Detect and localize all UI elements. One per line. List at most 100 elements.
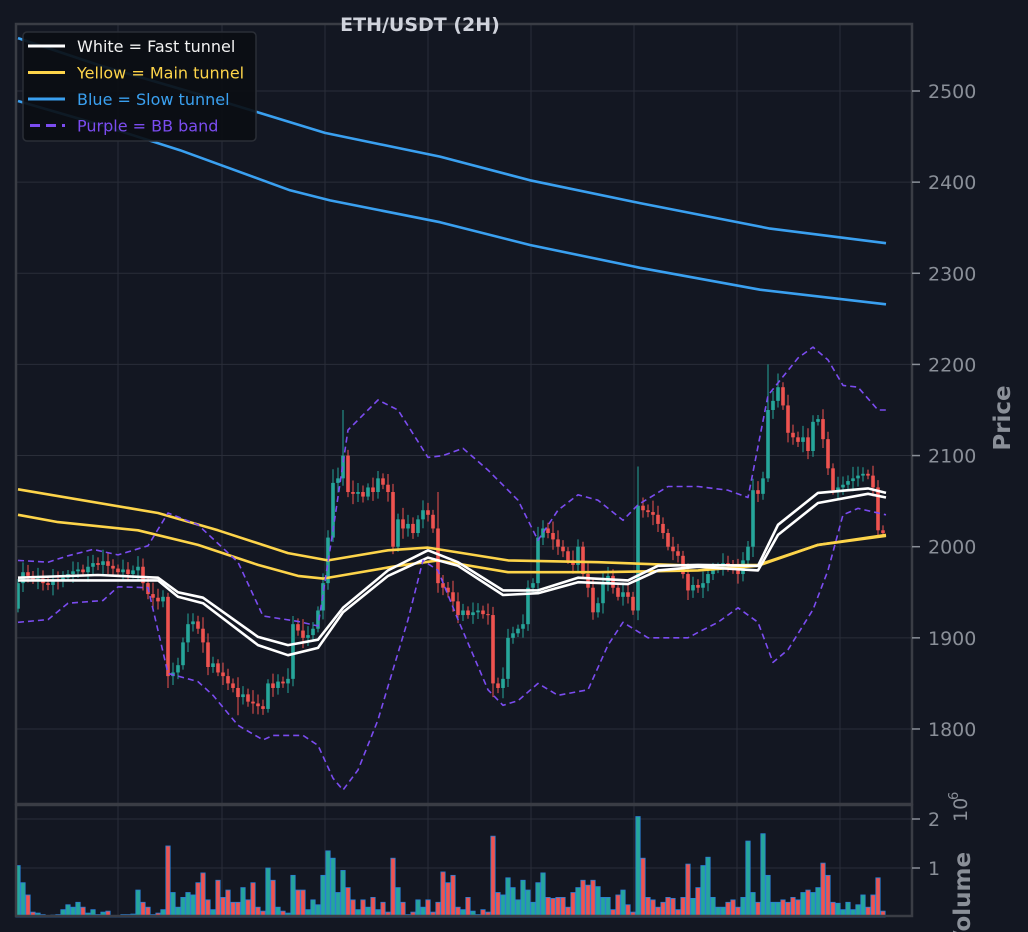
candle xyxy=(376,470,380,499)
volume-bar xyxy=(465,897,471,918)
volume-bar xyxy=(645,897,651,918)
candle xyxy=(751,478,755,558)
volume-bar xyxy=(195,882,201,918)
candle-body xyxy=(276,681,280,688)
volume-bar xyxy=(580,879,586,918)
candle-body xyxy=(621,592,625,597)
price-tick-label: 2500 xyxy=(928,81,976,103)
volume-bar xyxy=(690,897,696,918)
candle-body xyxy=(291,624,295,679)
legend-label: Purple = BB band xyxy=(77,117,218,136)
volume-bar xyxy=(300,889,306,918)
volume-bar xyxy=(540,872,546,918)
candle xyxy=(521,614,525,638)
candle xyxy=(356,482,360,502)
volume-bar xyxy=(250,882,256,918)
volume-bar xyxy=(310,899,316,918)
volume-bar xyxy=(615,894,621,918)
candle xyxy=(441,574,445,596)
candle xyxy=(366,483,370,501)
candle xyxy=(826,431,830,475)
candle-body xyxy=(181,642,185,666)
candle xyxy=(661,517,665,539)
candle-body xyxy=(666,533,670,547)
candle-body xyxy=(151,594,155,598)
candle-body xyxy=(96,563,100,565)
candle-body xyxy=(841,484,845,488)
candle xyxy=(666,528,670,551)
candle xyxy=(361,485,365,503)
candle xyxy=(621,582,625,606)
candle xyxy=(491,606,495,698)
candle xyxy=(761,471,765,500)
candle-body xyxy=(521,624,525,629)
candle-body xyxy=(671,546,675,552)
candle xyxy=(591,579,595,620)
volume-bar xyxy=(595,886,601,918)
candle-body xyxy=(176,665,180,673)
candle-body xyxy=(416,519,420,534)
candle-body xyxy=(626,592,630,597)
candle xyxy=(276,674,280,695)
candle-body xyxy=(156,597,160,602)
candle-body xyxy=(541,528,545,538)
candle-body xyxy=(481,610,485,615)
price-tick-label: 1800 xyxy=(928,719,976,741)
candle-body xyxy=(201,628,205,643)
candle xyxy=(181,637,185,670)
candle xyxy=(651,500,655,526)
candle xyxy=(271,673,275,697)
candle-body xyxy=(546,528,550,534)
candle-body xyxy=(486,614,490,616)
candle-body xyxy=(191,621,195,625)
volume-bar xyxy=(340,870,346,918)
candle-body xyxy=(271,683,275,688)
candle xyxy=(206,633,210,676)
candle xyxy=(201,617,205,653)
candle-body xyxy=(431,514,435,529)
candle xyxy=(471,602,475,624)
candle xyxy=(236,677,240,716)
price-tick-label: 2300 xyxy=(928,263,976,285)
candle-body xyxy=(91,563,95,567)
volume-offset-exponent: 6 xyxy=(947,792,962,800)
volume-bar xyxy=(560,897,566,918)
candle-body xyxy=(811,421,815,452)
candle xyxy=(576,539,580,572)
candle-body xyxy=(441,583,445,588)
candle-body xyxy=(256,703,260,707)
candle-body xyxy=(636,505,640,611)
volume-bar xyxy=(520,879,526,918)
candle xyxy=(151,582,155,609)
candle xyxy=(346,449,350,498)
candle xyxy=(756,481,760,502)
volume-bar xyxy=(585,884,591,918)
volume-bar xyxy=(760,833,766,918)
candle-body xyxy=(756,490,760,494)
candle-body xyxy=(601,583,605,604)
candle-body xyxy=(651,512,655,515)
volume-offset-base: 10 xyxy=(950,798,972,822)
volume-bar xyxy=(555,897,561,918)
candle-body xyxy=(686,574,690,591)
candle xyxy=(791,424,795,445)
volume-bar xyxy=(765,874,771,918)
candle xyxy=(266,679,270,713)
candle-body xyxy=(866,473,870,476)
legend-label: White = Fast tunnel xyxy=(77,37,235,56)
volume-bar xyxy=(335,892,341,918)
candle xyxy=(316,606,320,633)
candle-body xyxy=(566,551,570,561)
candle-body xyxy=(596,603,600,613)
candle-body xyxy=(766,409,770,479)
candle xyxy=(676,543,680,563)
candle xyxy=(226,668,230,691)
volume-bar xyxy=(200,872,206,918)
candle-body xyxy=(776,387,780,401)
candle-body xyxy=(761,478,765,494)
volume-bar xyxy=(710,897,716,918)
candle-body xyxy=(126,569,130,575)
candle-body xyxy=(736,569,740,575)
volume-bar xyxy=(685,863,691,918)
candle-body xyxy=(406,523,410,529)
